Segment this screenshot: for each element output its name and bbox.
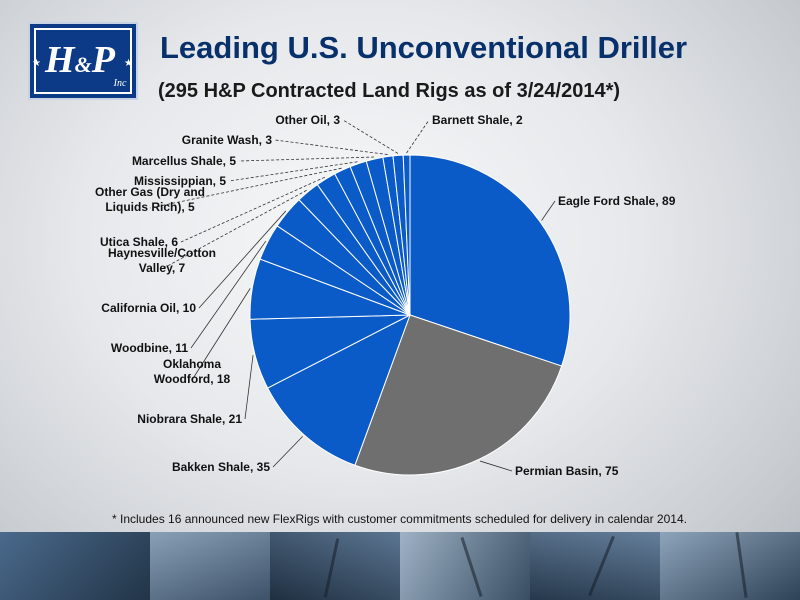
slice-label: Haynesville/Cotton Valley, 7	[108, 246, 216, 275]
footer-photo-rig	[150, 532, 271, 600]
leader-line	[180, 176, 325, 243]
leader-line	[272, 436, 303, 468]
pie-slice	[354, 314, 563, 476]
pie-chart: Eagle Ford Shale, 89 Permian Basin, 75 Bak…	[95, 113, 676, 478]
leader-line	[406, 119, 430, 154]
hp-logo: H&P Inc ★ ★	[28, 22, 138, 100]
leader-line	[198, 210, 287, 309]
footer-photo-floor	[400, 532, 531, 600]
svg-text:★: ★	[32, 58, 41, 69]
pie-slice	[409, 154, 571, 367]
pie-slice	[266, 313, 411, 466]
slice-label: Other Oil, 3	[275, 113, 340, 127]
leader-line	[149, 167, 342, 209]
slice-label: Permian Basin, 75	[515, 464, 619, 478]
leader-line	[479, 460, 513, 472]
leader-line	[342, 119, 399, 154]
slice-label: Barnett Shale, 2	[432, 113, 523, 127]
slice-label: Woodbine, 11	[111, 341, 188, 355]
svg-text:★: ★	[124, 58, 133, 69]
slice-label: Other Gas (Dry and Liquids Rich), 5	[95, 185, 205, 214]
slice-label: Eagle Ford Shale, 89	[558, 194, 676, 208]
leader-line	[161, 189, 307, 270]
pie-slice	[402, 154, 411, 316]
page-subtitle: (295 H&P Contracted Land Rigs as of 3/24…	[158, 80, 621, 102]
leader-line	[228, 161, 358, 182]
footnote: * Includes 16 announced new FlexRigs wit…	[112, 512, 687, 526]
leader-line	[244, 355, 254, 420]
leader-line	[190, 240, 267, 349]
leader-line	[541, 200, 556, 221]
slice-label: Granite Wash, 3	[182, 133, 273, 147]
slice-label: Niobrara Shale, 21	[137, 412, 242, 426]
slice-label: Utica Shale, 6	[100, 235, 178, 249]
slice-label: Marcellus Shale, 5	[132, 154, 236, 168]
footer-photo-strip	[0, 532, 800, 600]
svg-text:Inc: Inc	[113, 78, 127, 89]
footer-photo-mast	[530, 532, 661, 600]
slice-label: Bakken Shale, 35	[172, 460, 270, 474]
page-title: Leading U.S. Unconventional Driller	[160, 30, 688, 65]
footer-photo-structure	[660, 532, 800, 600]
slice-label: California Oil, 10	[101, 301, 196, 315]
slice-label: Mississippian, 5	[134, 174, 226, 188]
footer-photo-logo	[0, 532, 151, 600]
leader-line	[274, 139, 388, 155]
slice-label: Oklahoma Woodford, 18	[154, 357, 231, 386]
leader-line	[191, 288, 251, 381]
leader-line	[238, 156, 375, 162]
